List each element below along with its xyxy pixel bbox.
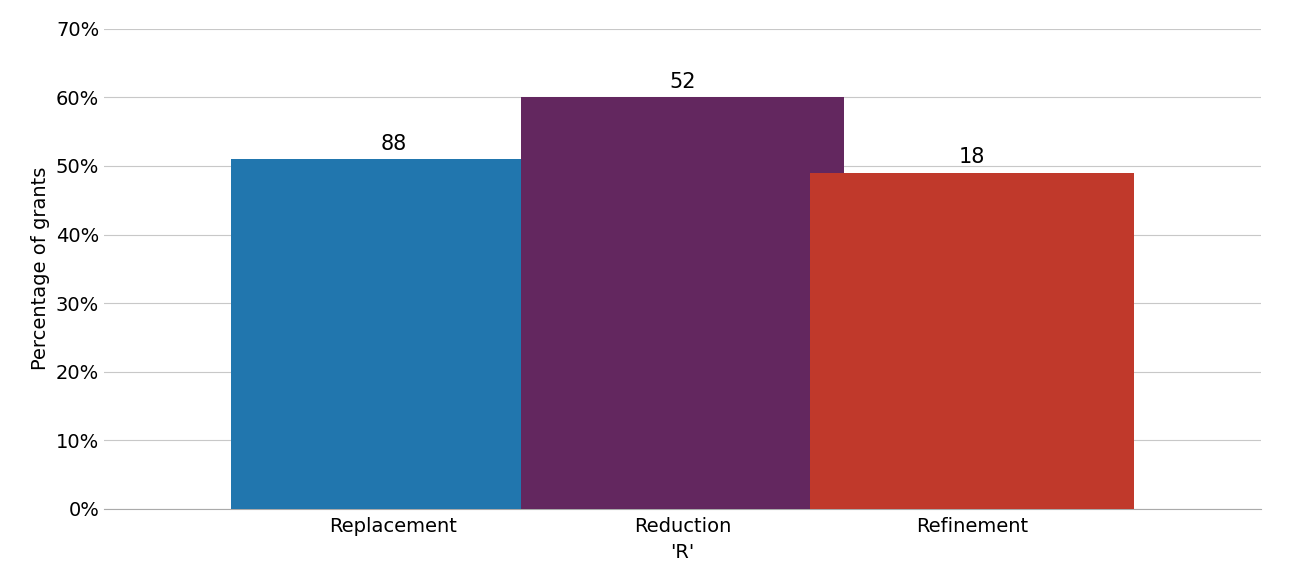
Y-axis label: Percentage of grants: Percentage of grants: [31, 167, 51, 370]
Bar: [231, 159, 555, 509]
Bar: [520, 98, 845, 509]
Text: 88: 88: [380, 134, 407, 154]
Text: 18: 18: [958, 147, 985, 168]
Text: 52: 52: [670, 72, 696, 92]
Bar: [810, 173, 1134, 509]
